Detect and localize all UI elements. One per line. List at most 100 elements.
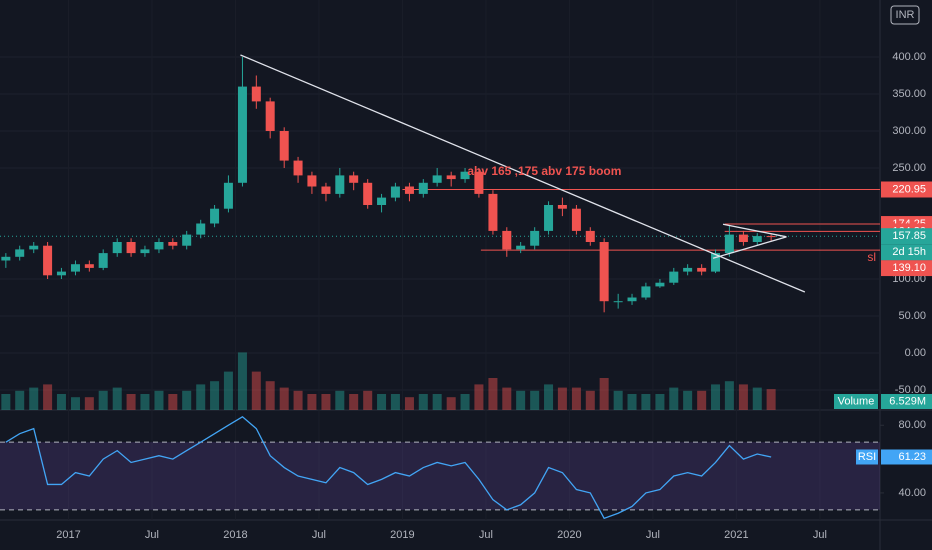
rsi-name: RSI [858,451,876,463]
level-label: 220.95 [892,183,926,195]
volume-bar [307,394,317,410]
y-tick-label: 300.00 [892,125,926,137]
candle-body [265,101,275,131]
candle-body [168,242,178,246]
volume-bar [321,394,331,410]
candle-body [544,205,554,231]
candle-body [182,234,192,246]
volume-bar [446,397,456,410]
volume-bar [669,387,679,410]
volume-bar [530,390,540,410]
volume-bar [140,394,150,410]
volume-bar [43,384,53,410]
candle-body [418,182,428,194]
volume-bar [112,387,122,410]
volume-bar [404,397,414,410]
x-tick-label: Jul [312,529,326,541]
trendline [712,236,787,259]
volume-bar [363,390,373,410]
candle-body [98,253,108,268]
rsi-line [5,415,772,520]
candle-body [571,208,581,231]
volume-bar [1,394,11,410]
volume-bar [210,381,220,410]
rsi-value-box [881,449,932,465]
candle-body [432,175,442,183]
volume-bar [738,384,748,410]
y-tick-label: 350.00 [892,88,926,100]
volume-bar [293,390,303,410]
rsi-value: 61.23 [898,451,926,463]
candle-body [766,236,776,238]
volume-bar [15,390,25,410]
candle-body [711,253,721,272]
x-tick-label: Jul [145,529,159,541]
volume-bar [683,390,693,410]
volume-bar [599,378,609,410]
candle-body [210,208,220,224]
candle-body [752,236,762,243]
x-tick-label: 2021 [724,529,748,541]
candle-body [655,282,665,287]
candle-body [474,171,484,194]
volume-bar [724,381,734,410]
candle-body [196,223,206,235]
candle-body [154,242,164,250]
candle-body [502,230,512,250]
candle-body [557,205,567,209]
candle-body [140,249,150,254]
level-label: 139.10 [892,262,926,274]
volume-bar [390,394,400,410]
volume-bar [711,384,721,410]
volume-bar [265,381,275,410]
x-tick-label: Jul [479,529,493,541]
countdown-box [881,244,932,261]
currency-box[interactable] [890,5,920,25]
volume-bar [56,394,66,410]
candle-body [641,286,651,298]
candle-body [390,186,400,198]
volume-bar [488,378,498,410]
volume-bar [627,394,637,410]
y-tick-label: 0.00 [905,347,926,359]
volume-value: 6.529M [889,395,926,407]
volume-bar [516,390,526,410]
volume-bar [418,394,428,410]
volume-name: Volume [838,395,875,407]
candle-body [15,249,25,257]
price-label: 157.85 [892,230,926,242]
candle-body [307,175,317,187]
volume-bar [655,394,665,410]
candle-body [585,230,595,243]
candle-body [293,160,303,176]
volume-bar [335,390,345,410]
candle-body [349,175,359,183]
volume-bar [641,394,651,410]
y-tick-label: -50.00 [895,384,926,396]
trendline [240,54,806,293]
x-tick-label: 2018 [223,529,247,541]
volume-bar [460,394,470,410]
candle-body [697,267,707,272]
candle-body [126,242,136,254]
candle-body [613,301,623,303]
candle-body [627,297,637,302]
volume-bar [349,394,359,410]
candle-body [530,230,540,246]
volume-bar [571,387,581,410]
candle-body [724,234,734,254]
candle-body [738,234,748,243]
volume-bar [237,352,247,410]
level-label-box [881,181,932,198]
candle-body [404,186,414,194]
volume-bar [557,387,567,410]
volume-bar [168,394,178,410]
volume-bar [613,390,623,410]
volume-bar [182,390,192,410]
y-tick-label: 50.00 [898,310,926,322]
volume-bar [196,384,206,410]
volume-value-box [881,394,932,409]
volume-bar [98,390,108,410]
